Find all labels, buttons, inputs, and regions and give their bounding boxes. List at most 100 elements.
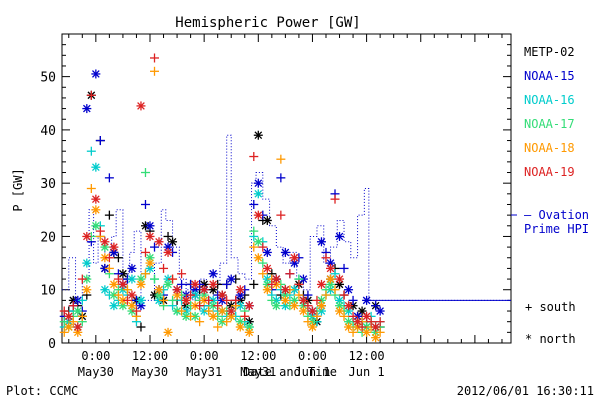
y-tick-label: 10 — [40, 284, 56, 299]
data-point — [348, 311, 358, 321]
data-point — [64, 322, 74, 332]
data-point — [307, 306, 317, 316]
data-point — [91, 205, 101, 215]
data-point — [59, 306, 69, 316]
data-point — [77, 311, 87, 321]
data-point — [154, 285, 164, 295]
data-point — [168, 295, 178, 305]
x-tick-labels: 0:00 May30 12:00 May30 0:00 May31 12:00 May31 0:… — [78, 349, 385, 379]
data-point — [91, 69, 101, 79]
data-point — [280, 295, 290, 305]
data-point — [258, 269, 268, 279]
data-point — [335, 231, 345, 241]
data-point — [109, 290, 119, 300]
data-point — [235, 322, 245, 332]
data-point — [316, 237, 326, 247]
data-point — [249, 226, 259, 236]
data-point — [298, 295, 308, 305]
data-point — [86, 184, 96, 193]
data-point — [100, 285, 110, 295]
data-point — [289, 253, 299, 263]
data-point — [316, 301, 326, 311]
data-point — [82, 231, 92, 241]
data-point — [136, 295, 146, 305]
data-point — [127, 301, 137, 311]
data-point — [104, 253, 114, 263]
data-point — [168, 237, 178, 247]
data-point — [181, 295, 191, 305]
data-point — [177, 269, 187, 279]
data-point — [109, 301, 119, 311]
x-tick-label-date: Jun 1 — [294, 365, 330, 379]
data-point — [122, 295, 132, 305]
data-point — [159, 263, 169, 273]
data-point — [190, 311, 200, 321]
data-point — [86, 146, 96, 156]
data-point — [73, 306, 83, 316]
data-point — [371, 333, 381, 343]
data-point — [253, 178, 263, 188]
data-point — [150, 242, 160, 252]
data-point — [244, 301, 254, 311]
data-point — [208, 269, 218, 279]
data-point — [344, 322, 354, 332]
data-point — [150, 274, 160, 284]
x-tick-label-time: 0:00 — [81, 349, 110, 363]
plot-frame — [61, 33, 512, 344]
data-point — [222, 317, 232, 327]
data-point — [222, 279, 232, 289]
data-point — [289, 301, 299, 311]
data-point — [77, 295, 87, 305]
y-tick-label: 0 — [48, 337, 56, 352]
data-point — [136, 279, 146, 289]
data-point — [163, 327, 173, 337]
data-point — [321, 253, 331, 263]
data-point — [163, 279, 173, 289]
data-point — [104, 173, 114, 183]
data-point — [267, 295, 277, 305]
y-tick-label: 20 — [40, 230, 56, 245]
data-point — [127, 290, 137, 300]
legend-entry: NOAA-15 — [524, 69, 575, 83]
data-point — [362, 311, 372, 321]
data-point — [95, 226, 105, 236]
data-point — [344, 285, 354, 295]
data-point — [362, 327, 372, 337]
data-point — [307, 322, 317, 332]
x-tick-label-time: 12:00 — [240, 349, 276, 363]
data-point — [64, 311, 74, 321]
data-point — [371, 301, 381, 311]
data-point — [276, 173, 286, 183]
data-point — [145, 231, 155, 241]
data-point — [177, 306, 187, 316]
x-axis-label: Date and Time — [243, 365, 337, 379]
data-point — [86, 90, 96, 100]
legend-entry: NOAA-18 — [524, 141, 575, 155]
data-point — [375, 317, 385, 327]
data-point — [109, 242, 119, 252]
data-point — [190, 279, 200, 289]
ovation-label-line1: — Ovation — [524, 208, 589, 222]
data-point — [366, 317, 376, 327]
data-point — [262, 263, 272, 273]
legend-entry: NOAA-17 — [524, 117, 575, 131]
data-point — [262, 215, 272, 225]
x-tick-label-date: Jun 1 — [349, 365, 385, 379]
data-point — [267, 279, 277, 289]
data-point — [348, 327, 358, 337]
data-point — [208, 301, 218, 311]
data-point — [303, 317, 313, 327]
y-tick-label: 50 — [40, 71, 56, 86]
data-point — [312, 311, 322, 321]
data-point — [100, 237, 110, 247]
data-point — [104, 263, 114, 273]
data-point — [312, 295, 322, 305]
data-point — [339, 263, 349, 273]
data-point — [122, 285, 132, 295]
footer-right: 2012/06/01 16:30:11 — [457, 384, 594, 398]
data-point — [82, 104, 92, 114]
data-point — [136, 101, 146, 111]
data-point — [253, 253, 263, 263]
data-point — [195, 301, 205, 311]
data-point — [235, 285, 245, 295]
